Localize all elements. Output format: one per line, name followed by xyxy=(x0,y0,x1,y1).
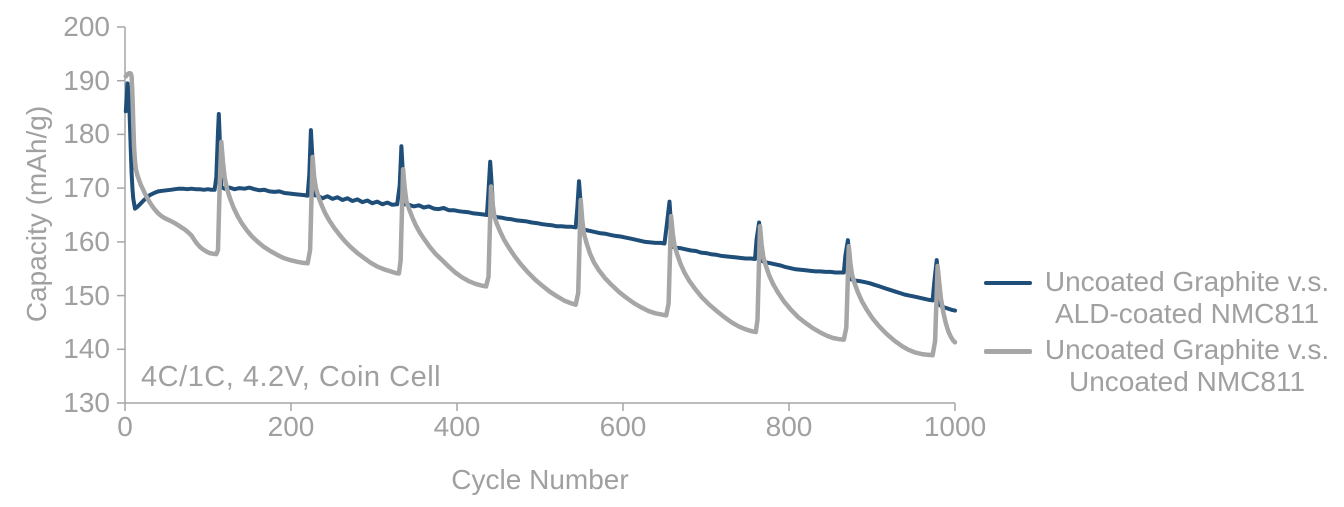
legend-label-line: Uncoated NMC811 xyxy=(1068,366,1306,397)
y-tick-label: 200 xyxy=(63,11,110,42)
y-tick-label: 170 xyxy=(63,172,110,204)
y-tick-label: 160 xyxy=(63,225,110,257)
x-tick-label: 400 xyxy=(433,411,481,442)
x-tick-label: 800 xyxy=(765,411,813,442)
x-tick-label: 200 xyxy=(267,411,315,442)
legend-label-line: Uncoated Graphite v.s. xyxy=(1044,334,1330,365)
series-line-uncoated xyxy=(123,70,958,358)
legend-entry-ald-coated: Uncoated Graphite v.s. ALD-coated NMC811 xyxy=(984,266,1342,330)
series-line-ald-coated xyxy=(123,81,957,313)
y-axis-title: Capacity (mAh/g) xyxy=(21,105,52,323)
y-tick-label: 180 xyxy=(63,118,110,150)
legend-entry-uncoated: Uncoated Graphite v.s. Uncoated NMC811 xyxy=(984,334,1342,398)
y-tick-label: 130 xyxy=(63,387,110,418)
x-axis-title: Cycle Number xyxy=(451,464,629,495)
legend-label-line: Uncoated Graphite v.s. xyxy=(1044,266,1330,297)
y-tick-label: 140 xyxy=(63,333,110,365)
legend-label-line: ALD-coated NMC811 xyxy=(1054,298,1320,329)
y-tick-label: 150 xyxy=(63,279,110,311)
y-tick-label: 190 xyxy=(63,64,110,96)
legend-label-uncoated: Uncoated Graphite v.s. Uncoated NMC811 xyxy=(1032,334,1342,398)
x-tick-label: 600 xyxy=(599,411,647,442)
test-conditions-annotation: 4C/1C, 4.2V, Coin Cell xyxy=(141,361,442,393)
legend: Uncoated Graphite v.s. ALD-coated NMC811… xyxy=(984,266,1342,402)
legend-line-swatch-gray xyxy=(984,349,1032,354)
legend-label-ald-coated: Uncoated Graphite v.s. ALD-coated NMC811 xyxy=(1032,266,1342,330)
x-tick-label: 0 xyxy=(117,411,133,442)
x-tick-label: 1000 xyxy=(923,411,987,442)
legend-line-swatch-blue xyxy=(984,281,1032,285)
